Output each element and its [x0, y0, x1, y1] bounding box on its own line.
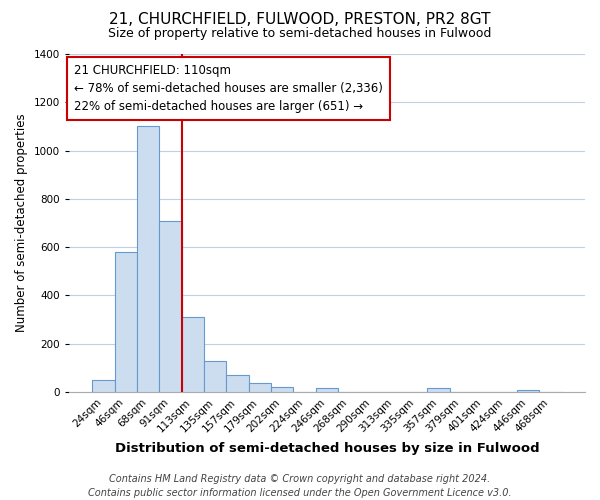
- Y-axis label: Number of semi-detached properties: Number of semi-detached properties: [15, 114, 28, 332]
- Bar: [316, 388, 338, 392]
- Bar: [517, 390, 539, 392]
- Bar: [92, 380, 115, 392]
- Text: 21, CHURCHFIELD, FULWOOD, PRESTON, PR2 8GT: 21, CHURCHFIELD, FULWOOD, PRESTON, PR2 8…: [109, 12, 491, 28]
- Text: Size of property relative to semi-detached houses in Fulwood: Size of property relative to semi-detach…: [109, 28, 491, 40]
- Bar: [427, 388, 450, 392]
- Bar: [115, 252, 137, 392]
- X-axis label: Distribution of semi-detached houses by size in Fulwood: Distribution of semi-detached houses by …: [115, 442, 539, 455]
- Text: 21 CHURCHFIELD: 110sqm
← 78% of semi-detached houses are smaller (2,336)
22% of : 21 CHURCHFIELD: 110sqm ← 78% of semi-det…: [74, 64, 383, 113]
- Bar: [182, 317, 204, 392]
- Bar: [137, 126, 160, 392]
- Bar: [160, 220, 182, 392]
- Bar: [204, 360, 226, 392]
- Bar: [249, 384, 271, 392]
- Text: Contains HM Land Registry data © Crown copyright and database right 2024.
Contai: Contains HM Land Registry data © Crown c…: [88, 474, 512, 498]
- Bar: [271, 387, 293, 392]
- Bar: [226, 375, 249, 392]
